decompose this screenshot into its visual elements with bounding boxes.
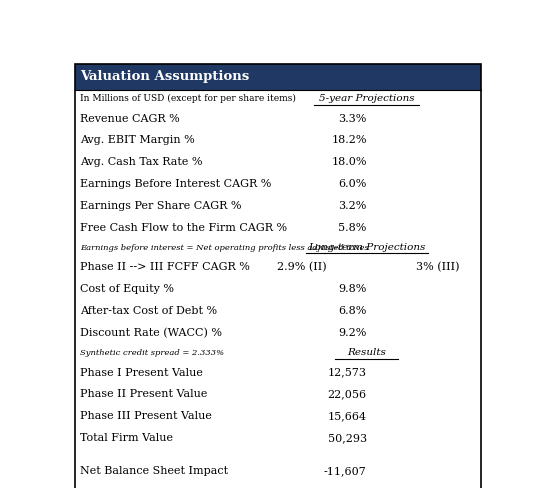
Text: Phase III Present Value: Phase III Present Value <box>80 411 212 421</box>
Text: Long-term Projections: Long-term Projections <box>308 243 425 252</box>
Text: Avg. EBIT Margin %: Avg. EBIT Margin % <box>80 136 195 145</box>
Text: 6.0%: 6.0% <box>338 179 367 189</box>
Text: Phase II Present Value: Phase II Present Value <box>80 389 208 400</box>
Text: Phase I Present Value: Phase I Present Value <box>80 367 204 378</box>
Text: 9.8%: 9.8% <box>338 285 367 294</box>
Text: 12,573: 12,573 <box>327 367 367 378</box>
Text: 2.9% (II): 2.9% (II) <box>277 263 327 273</box>
Text: Free Cash Flow to the Firm CAGR %: Free Cash Flow to the Firm CAGR % <box>80 223 288 233</box>
Text: Results: Results <box>347 348 386 357</box>
Text: Net Balance Sheet Impact: Net Balance Sheet Impact <box>80 466 229 476</box>
Text: Earnings before interest = Net operating profits less adjusted taxes: Earnings before interest = Net operating… <box>80 244 369 252</box>
Text: 15,664: 15,664 <box>327 411 367 421</box>
Text: -11,607: -11,607 <box>324 466 367 476</box>
Text: Total Firm Value: Total Firm Value <box>80 433 174 443</box>
Bar <box>75 64 481 90</box>
Text: 3.2%: 3.2% <box>338 201 367 211</box>
Text: Avg. Cash Tax Rate %: Avg. Cash Tax Rate % <box>80 157 203 167</box>
Text: 5-year Projections: 5-year Projections <box>319 94 414 103</box>
Text: 18.0%: 18.0% <box>331 157 367 167</box>
Text: 3.3%: 3.3% <box>338 114 367 123</box>
Text: Phase II --> III FCFF CAGR %: Phase II --> III FCFF CAGR % <box>80 263 250 272</box>
Text: 3% (III): 3% (III) <box>416 263 459 273</box>
Text: Revenue CAGR %: Revenue CAGR % <box>80 114 180 123</box>
Text: Valuation Assumptions: Valuation Assumptions <box>80 70 250 83</box>
Text: Earnings Per Share CAGR %: Earnings Per Share CAGR % <box>80 201 242 211</box>
Text: In Millions of USD (except for per share items): In Millions of USD (except for per share… <box>80 94 296 103</box>
Text: 22,056: 22,056 <box>327 389 367 400</box>
Text: 5.8%: 5.8% <box>338 223 367 233</box>
Text: 18.2%: 18.2% <box>331 136 367 145</box>
Text: Earnings Before Interest CAGR %: Earnings Before Interest CAGR % <box>80 179 272 189</box>
Text: 50,293: 50,293 <box>327 433 367 443</box>
Text: Synthetic credit spread = 2.333%: Synthetic credit spread = 2.333% <box>80 349 225 357</box>
Text: 9.2%: 9.2% <box>338 328 367 338</box>
Text: 6.8%: 6.8% <box>338 306 367 316</box>
Text: Cost of Equity %: Cost of Equity % <box>80 285 174 294</box>
Text: After-tax Cost of Debt %: After-tax Cost of Debt % <box>80 306 218 316</box>
Text: Discount Rate (WACC) %: Discount Rate (WACC) % <box>80 328 223 338</box>
